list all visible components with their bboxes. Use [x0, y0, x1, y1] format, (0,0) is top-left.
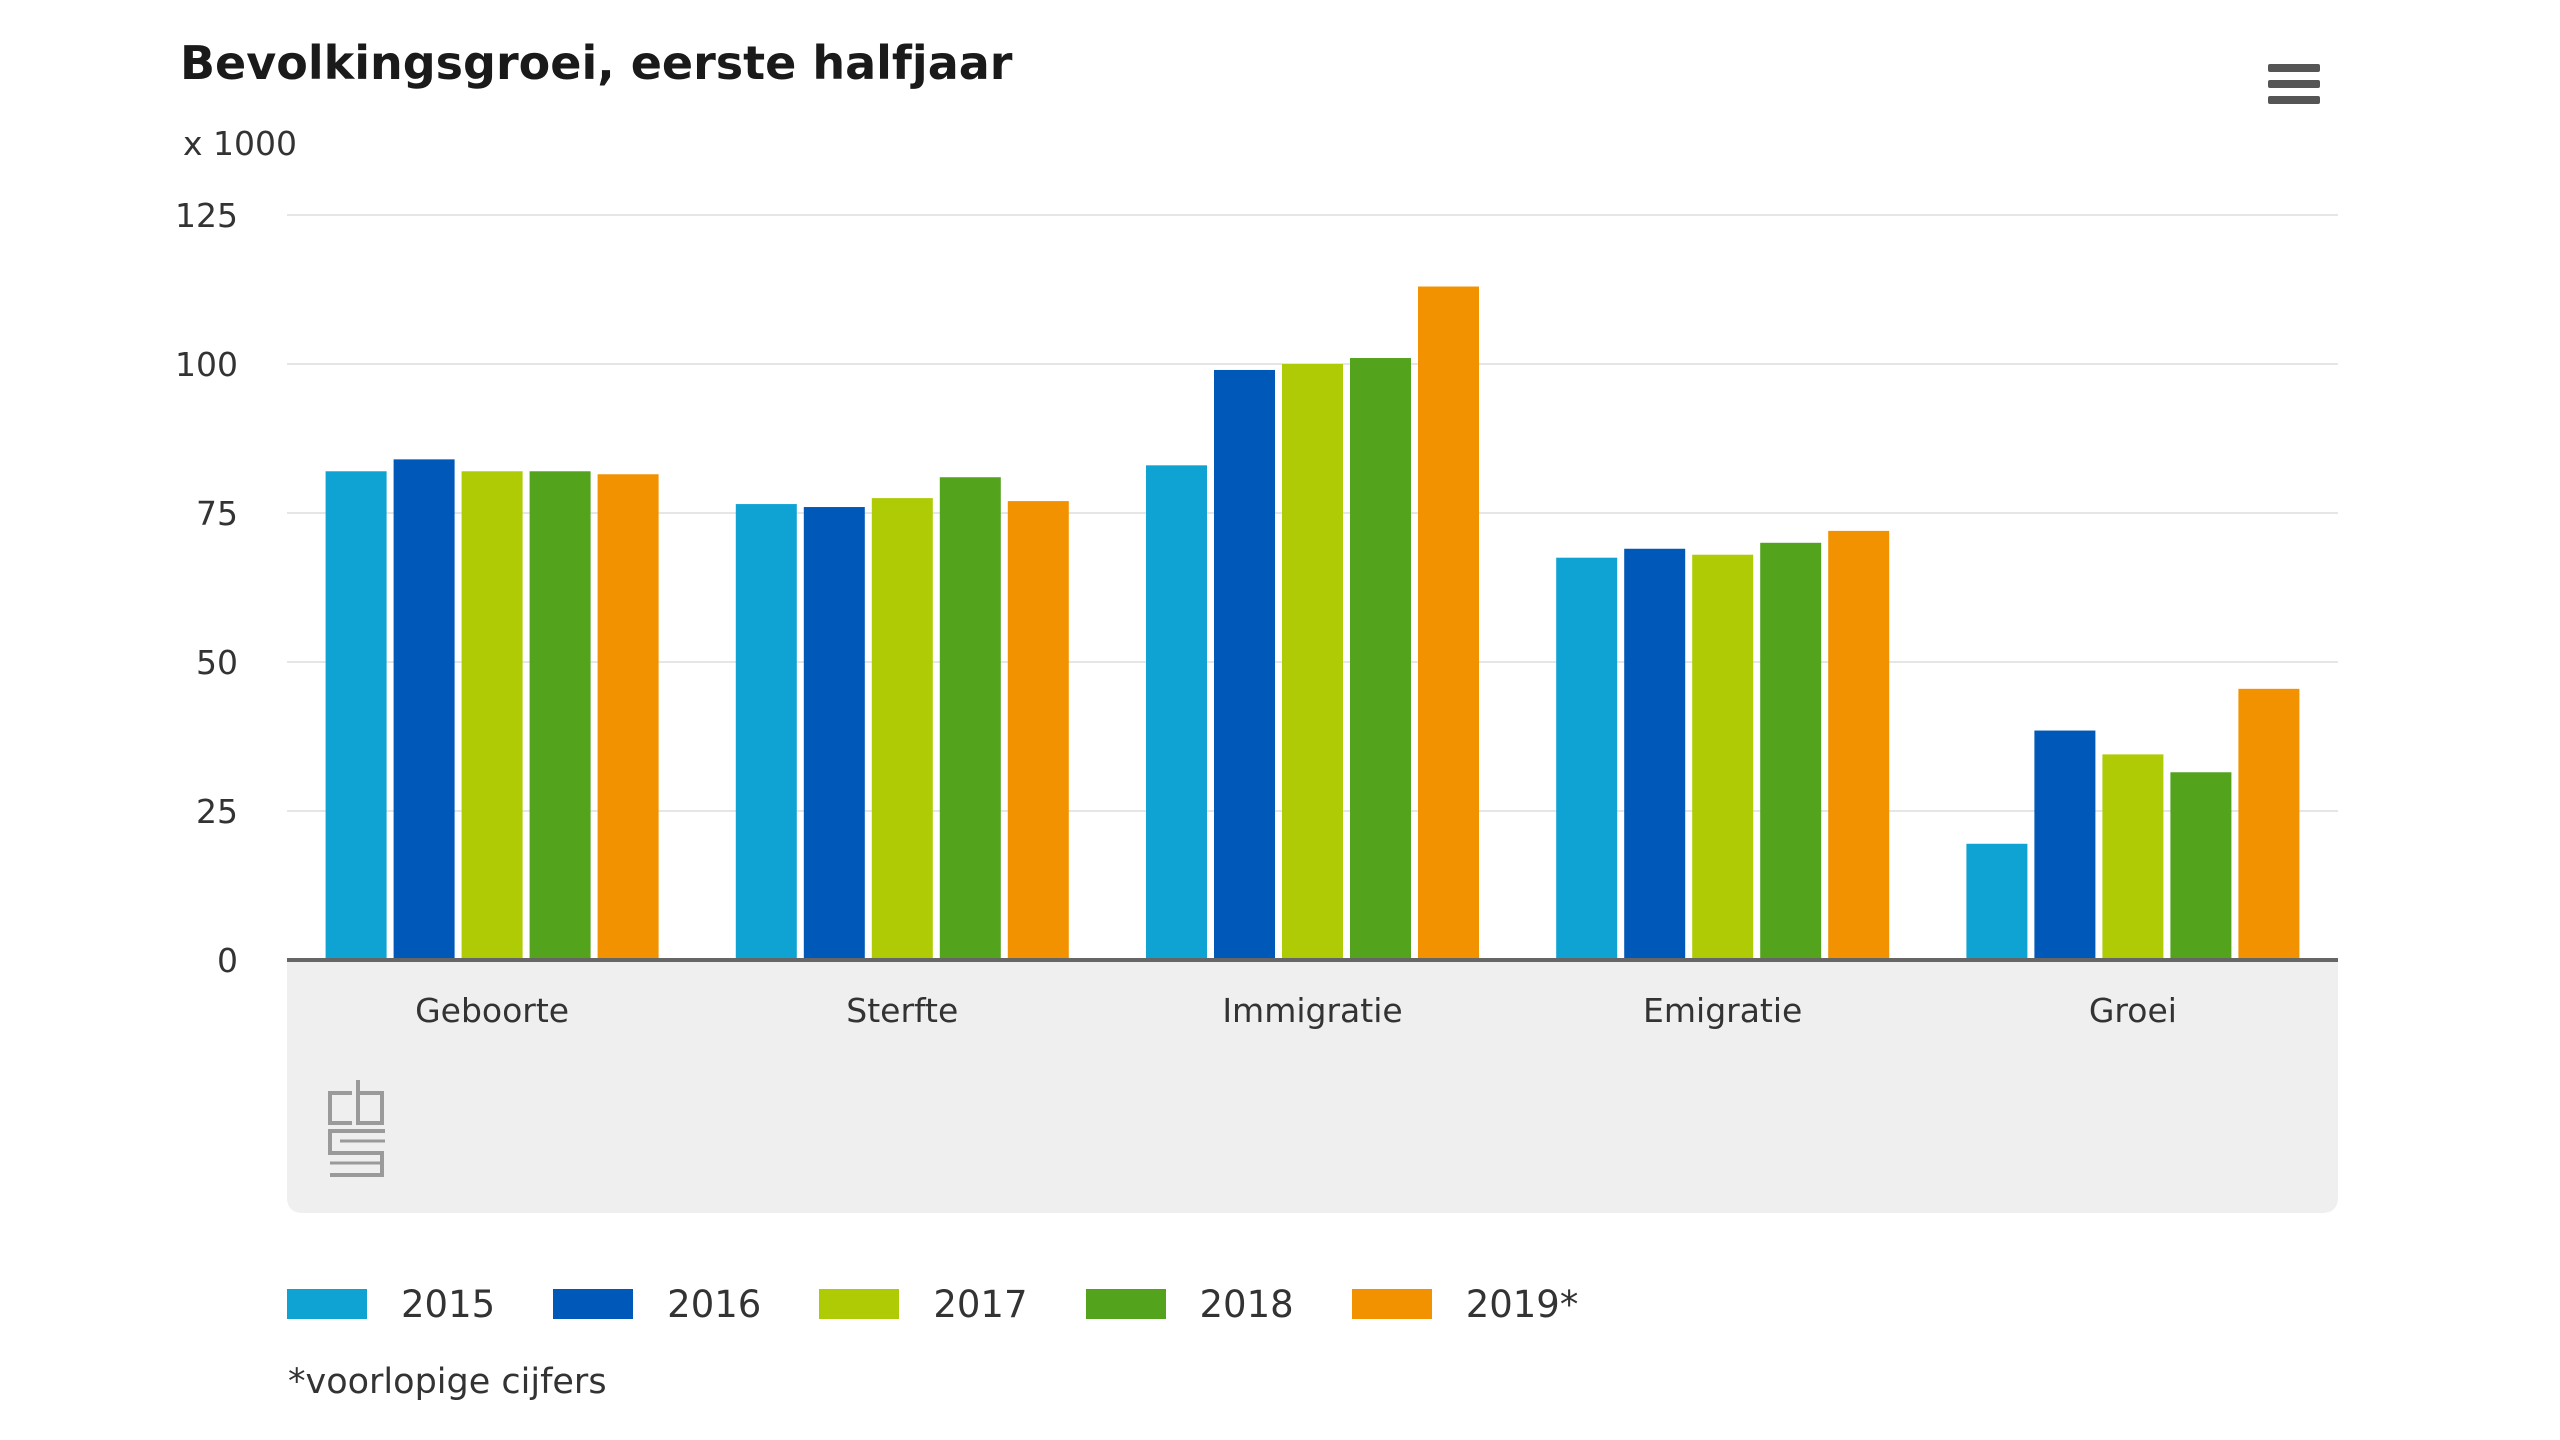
- bar-2018-geboorte: [529, 471, 591, 960]
- legend-item-2017[interactable]: 2017: [819, 1282, 1028, 1326]
- footnote: *voorlopige cijfers: [288, 1362, 607, 1402]
- bar-2016-geboorte: [393, 459, 455, 960]
- legend-item-2016[interactable]: 2016: [553, 1283, 761, 1326]
- legend-swatch: [553, 1289, 634, 1319]
- bar-2016-groei: [2034, 730, 2096, 960]
- bar-2019-immigratie: [1418, 286, 1479, 960]
- y-tick-label: 125: [175, 196, 238, 235]
- bar-2015-emigratie: [1556, 557, 1618, 960]
- bar-2015-sterfte: [735, 504, 797, 960]
- bar-2018-emigratie: [1760, 542, 1822, 960]
- bar-2017-geboorte: [461, 471, 523, 960]
- bar-2017-immigratie: [1282, 364, 1343, 960]
- y-tick-label: 25: [196, 792, 238, 831]
- legend-label: 2018: [1199, 1282, 1294, 1326]
- legend-swatch: [819, 1289, 900, 1319]
- x-tick-label: Immigratie: [1222, 991, 1402, 1030]
- bar-2018-immigratie: [1350, 358, 1411, 960]
- bar-2019-sterfte: [1007, 501, 1069, 960]
- legend-swatch: [1085, 1289, 1166, 1319]
- cbs-logo-icon: [328, 1080, 385, 1177]
- bar-2018-groei: [2170, 772, 2232, 960]
- bar-2018-sterfte: [939, 477, 1001, 960]
- bar-2017-sterfte: [871, 498, 933, 960]
- chart-title: Bevolkingsgroei, eerste halfjaar: [180, 36, 1013, 90]
- bar-2016-immigratie: [1214, 369, 1275, 961]
- legend-label: 2019*: [1465, 1282, 1579, 1326]
- legend-swatch: [1351, 1289, 1432, 1319]
- legend-item-2015[interactable]: 2015: [287, 1283, 495, 1326]
- legend: 2015 2016 2017 2018 2019*: [287, 1276, 1636, 1332]
- x-tick-label: Groei: [2089, 991, 2177, 1030]
- x-tick-label: Sterfte: [846, 991, 958, 1030]
- bar-2015-geboorte: [325, 471, 387, 960]
- hamburger-menu-icon[interactable]: [2258, 58, 2328, 114]
- bar-2016-sterfte: [803, 507, 865, 960]
- category-axis-band: [287, 960, 2338, 1213]
- legend-swatch: [287, 1289, 367, 1319]
- x-tick-label: Geboorte: [415, 991, 569, 1030]
- y-tick-label: 0: [217, 941, 238, 980]
- bar-2019-geboorte: [597, 474, 659, 960]
- legend-item-2018[interactable]: 2018: [1085, 1282, 1294, 1326]
- y-tick-label: 100: [175, 345, 238, 384]
- bar-2019-groei: [2238, 688, 2300, 960]
- legend-label: 2015: [401, 1282, 496, 1326]
- y-tick-label: 50: [196, 643, 238, 682]
- legend-label: 2016: [667, 1282, 762, 1326]
- x-tick-label: Emigratie: [1643, 991, 1802, 1030]
- legend-item-2019[interactable]: 2019*: [1351, 1282, 1579, 1326]
- bar-2017-groei: [2102, 754, 2164, 960]
- bar-2015-groei: [1966, 843, 2028, 960]
- bar-2019-emigratie: [1828, 530, 1890, 960]
- bar-2015-immigratie: [1146, 465, 1207, 960]
- y-tick-label: 75: [196, 494, 238, 533]
- bar-2016-emigratie: [1624, 548, 1686, 960]
- y-axis-unit-label: x 1000: [183, 124, 298, 163]
- bar-2017-emigratie: [1692, 554, 1754, 960]
- legend-label: 2017: [933, 1282, 1028, 1326]
